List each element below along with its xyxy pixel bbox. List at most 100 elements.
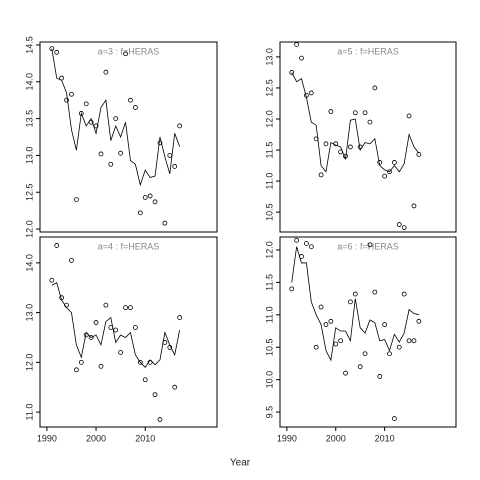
x-tick-label: 1990 [37,433,57,443]
point [372,289,378,295]
point [103,69,109,75]
point [289,286,295,292]
line [51,48,181,187]
y-tick-label: 13.0 [264,48,274,66]
point [352,291,358,297]
point [152,199,158,205]
point [328,318,334,324]
y-tick-label: 13.0 [24,304,34,322]
y-tick-label: 10.5 [264,338,274,356]
y-tick-label: 12.5 [24,183,34,201]
point [333,341,339,347]
point [69,257,74,263]
point [401,291,407,297]
line [291,246,419,362]
point [391,416,397,421]
point [118,349,124,355]
point [157,417,163,422]
point [318,172,324,178]
line [51,282,181,368]
point [313,344,319,350]
point [347,299,353,305]
panel [279,41,457,233]
y-tick-label: 12.0 [264,241,274,259]
point [372,85,378,91]
point [167,153,173,158]
point [396,222,402,227]
point [294,42,300,47]
y-tick-label: 12.5 [264,79,274,97]
x-axis-label: Year [230,458,251,469]
point [411,203,417,209]
panel-title: a=5 : f=HERAS [337,46,399,56]
y-tick-label: 10.0 [264,371,274,389]
point [416,151,422,157]
point [294,237,300,243]
y-tick-label: 14.0 [24,73,34,91]
point [308,244,314,250]
point [362,351,368,357]
y-tick-label: 11.5 [264,274,274,291]
point [128,305,133,311]
point [387,169,392,175]
point [406,338,412,344]
point [157,140,163,146]
point [88,335,94,340]
point [362,110,368,116]
point [73,197,79,202]
y-tick-label: 12.0 [24,220,34,238]
point [128,97,133,103]
point [108,161,114,167]
point [142,377,148,383]
point [177,315,183,320]
point [64,97,69,103]
point [69,91,74,97]
point [142,194,148,200]
point [147,193,153,199]
point [406,113,412,119]
panel [39,236,218,428]
point [98,151,104,157]
point [93,320,99,325]
point [113,327,119,333]
point [177,123,183,129]
x-tick-label: 2000 [326,433,346,443]
point [73,367,79,373]
point [103,302,109,308]
point [54,243,60,248]
point [132,105,138,110]
point [83,101,89,107]
point [382,173,388,179]
point [113,116,119,121]
y-tick-label: 11.0 [24,404,34,421]
point [328,109,334,114]
point [318,304,324,310]
point [377,374,383,379]
point [172,384,178,390]
y-tick-label: 10.5 [264,203,274,221]
point [303,241,309,246]
point [132,325,138,330]
y-tick-label: 13.5 [24,110,34,128]
point [118,150,124,156]
point [289,70,295,75]
line [291,72,420,173]
point [357,364,363,370]
point [343,370,348,376]
point [54,49,60,55]
point [396,344,402,350]
point [308,90,314,96]
point [323,141,329,147]
point [152,392,158,398]
y-tick-label: 11.5 [264,142,274,159]
point [78,359,84,365]
point [323,322,329,327]
point [338,338,344,344]
point [123,305,128,311]
y-tick-label: 11.0 [264,173,274,190]
x-tick-label: 2000 [86,433,106,443]
x-tick-label: 2010 [135,433,155,443]
point [347,144,353,150]
panel [279,236,457,428]
